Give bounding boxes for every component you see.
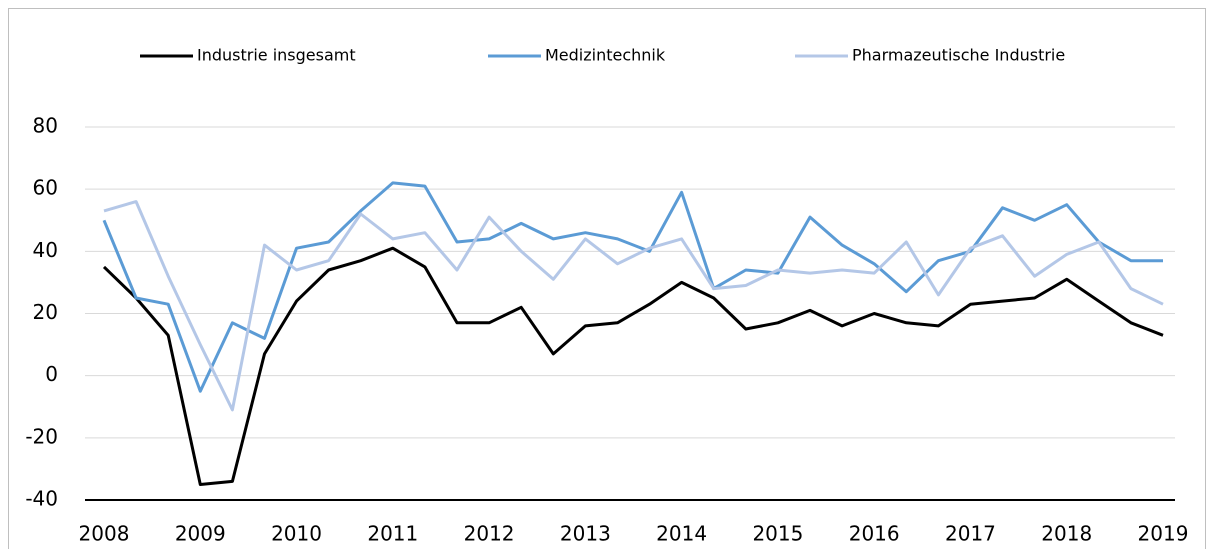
y-tick-label: 40 bbox=[33, 238, 58, 262]
x-tick-label: 2011 bbox=[367, 522, 418, 546]
x-tick-label: 2010 bbox=[271, 522, 322, 546]
x-tick-label: 2017 bbox=[945, 522, 996, 546]
series-line bbox=[102, 246, 1164, 486]
x-tick-label: 2018 bbox=[1041, 522, 1092, 546]
series-line bbox=[103, 200, 1164, 412]
series-line bbox=[102, 181, 1163, 393]
x-tick-label: 2016 bbox=[849, 522, 900, 546]
x-tick-label: 2013 bbox=[560, 522, 611, 546]
x-tick-label: 2014 bbox=[656, 522, 707, 546]
x-tick-label: 2009 bbox=[175, 522, 226, 546]
y-tick-label: 20 bbox=[33, 300, 58, 324]
y-tick-label: 80 bbox=[33, 114, 58, 138]
legend-label: Industrie insgesamt bbox=[197, 46, 356, 65]
y-tick-label: 60 bbox=[33, 176, 58, 200]
y-tick-label: -20 bbox=[25, 424, 58, 448]
y-tick-label: -40 bbox=[25, 487, 58, 511]
legend-label: Medizintechnik bbox=[545, 46, 666, 65]
x-tick-label: 2019 bbox=[1138, 522, 1189, 546]
chart-border bbox=[8, 8, 1206, 549]
x-tick-label: 2012 bbox=[464, 522, 515, 546]
x-tick-label: 2015 bbox=[752, 522, 803, 546]
y-tick-label: 0 bbox=[45, 362, 58, 386]
legend-label: Pharmazeutische Industrie bbox=[852, 46, 1065, 65]
x-tick-label: 2008 bbox=[79, 522, 130, 546]
